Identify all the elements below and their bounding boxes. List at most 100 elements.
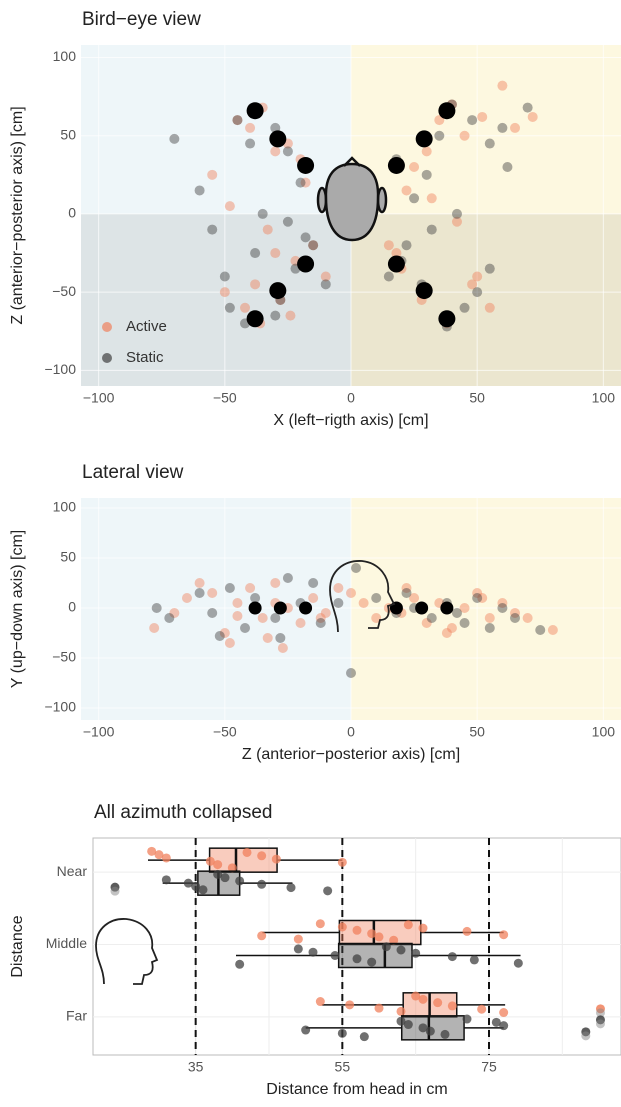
point <box>484 138 495 149</box>
point <box>403 1020 413 1030</box>
point <box>262 633 273 643</box>
point <box>462 1014 472 1024</box>
x-tick-label: 50 <box>469 390 485 406</box>
speaker <box>438 102 456 120</box>
point <box>337 857 347 867</box>
point <box>346 588 356 598</box>
y-tick-label: −50 <box>52 649 76 665</box>
head-icon <box>95 918 159 985</box>
chart-title: Lateral view <box>82 462 184 483</box>
point <box>207 224 218 235</box>
legend-label: Active <box>126 318 167 335</box>
point <box>323 886 333 896</box>
point <box>270 578 281 588</box>
point <box>183 878 193 888</box>
point <box>497 603 508 613</box>
point <box>391 248 402 259</box>
point <box>411 991 421 1001</box>
point <box>232 115 243 126</box>
point <box>257 208 268 219</box>
point <box>477 1004 487 1014</box>
point <box>426 224 437 235</box>
point <box>257 931 267 941</box>
point <box>333 598 344 608</box>
point <box>232 611 243 621</box>
speaker <box>246 102 264 120</box>
point <box>250 593 261 603</box>
point <box>359 1032 369 1042</box>
point <box>522 102 533 113</box>
x-axis-label: Distance from head in cm <box>266 1081 447 1098</box>
outlier <box>581 1031 591 1041</box>
point <box>271 854 281 864</box>
point <box>459 618 470 628</box>
point <box>447 1001 457 1011</box>
point <box>440 1029 450 1039</box>
point <box>161 875 171 885</box>
point <box>401 240 412 251</box>
speaker <box>248 601 262 615</box>
x-tick-label: 100 <box>592 390 616 406</box>
point <box>451 216 462 227</box>
x-tick-label: 35 <box>188 1059 204 1075</box>
point <box>219 287 230 298</box>
x-tick-label: −50 <box>213 724 237 740</box>
speaker <box>415 130 433 148</box>
legend-marker <box>102 353 112 363</box>
point <box>459 130 470 141</box>
point <box>240 302 251 313</box>
point <box>315 919 325 929</box>
speaker <box>297 255 315 273</box>
point <box>301 1025 311 1035</box>
point <box>224 583 235 593</box>
point <box>337 1028 347 1038</box>
point <box>396 945 406 955</box>
point <box>434 115 445 126</box>
point <box>213 869 223 879</box>
y-axis-label: Distance <box>9 915 26 977</box>
point <box>374 932 384 942</box>
point <box>250 248 261 259</box>
point <box>262 224 273 235</box>
point <box>224 638 235 648</box>
y-tick-label: 50 <box>60 126 76 142</box>
point <box>510 122 521 133</box>
point <box>320 608 331 618</box>
point <box>308 593 319 603</box>
point <box>308 240 319 251</box>
point <box>467 279 478 290</box>
point <box>333 583 344 593</box>
point <box>220 873 230 883</box>
point <box>459 302 470 313</box>
point <box>497 122 508 133</box>
point <box>257 613 268 623</box>
point <box>352 925 362 935</box>
point <box>154 850 164 860</box>
x-axis-label: X (left−rigth axis) [cm] <box>273 412 428 429</box>
point <box>401 185 412 196</box>
y-tick-label: Far <box>66 1008 87 1024</box>
point <box>300 232 311 243</box>
point <box>462 926 472 936</box>
point <box>446 623 457 633</box>
point <box>315 613 326 623</box>
point <box>207 608 218 618</box>
point <box>469 955 479 965</box>
point <box>383 240 394 251</box>
point <box>472 593 483 603</box>
point <box>434 130 445 141</box>
point <box>472 588 483 598</box>
x-tick-label: −100 <box>83 390 115 406</box>
point <box>425 1026 435 1036</box>
point <box>198 885 208 895</box>
point <box>245 583 256 593</box>
point <box>367 929 377 939</box>
point <box>499 1021 509 1031</box>
point <box>472 287 483 298</box>
x-tick-label: −100 <box>83 724 115 740</box>
point <box>194 578 205 588</box>
point <box>286 883 296 893</box>
point <box>169 133 180 144</box>
point <box>499 930 509 940</box>
point <box>351 563 362 573</box>
